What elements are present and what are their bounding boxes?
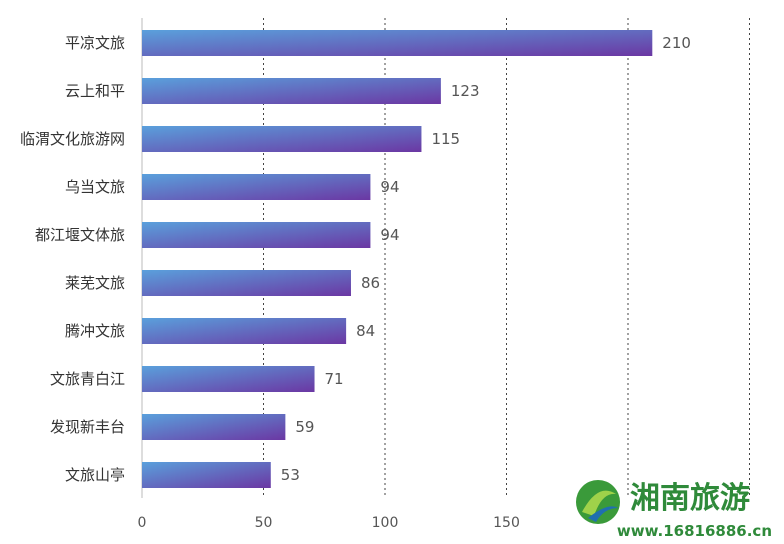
bar xyxy=(142,366,315,392)
category-label: 莱芜文旅 xyxy=(65,274,125,292)
value-label: 210 xyxy=(662,34,691,52)
bar xyxy=(142,78,441,104)
category-label: 云上和平 xyxy=(65,82,125,100)
value-label: 84 xyxy=(356,322,375,340)
category-label: 平凉文旅 xyxy=(65,34,125,52)
bar xyxy=(142,222,371,248)
svg-text:湘南旅游: 湘南旅游 xyxy=(630,481,750,516)
bar xyxy=(142,270,351,296)
value-label: 53 xyxy=(281,466,300,484)
category-labels: 平凉文旅云上和平临渭文化旅游网乌当文旅都江堰文体旅莱芜文旅腾冲文旅文旅青白江发现… xyxy=(20,34,125,484)
bar xyxy=(142,318,347,344)
category-label: 文旅山亭 xyxy=(65,466,125,484)
bar xyxy=(142,126,422,152)
x-tick-labels: 0 50 100 150 xyxy=(138,515,520,531)
x-tick-label: 100 xyxy=(372,515,399,531)
value-label: 71 xyxy=(325,370,344,388)
value-labels: 210 123 115 94 94 86 84 71 59 53 xyxy=(281,34,691,484)
value-label: 59 xyxy=(295,418,314,436)
bar xyxy=(142,30,653,56)
value-label: 94 xyxy=(380,178,399,196)
category-label: 腾冲文旅 xyxy=(65,322,125,340)
category-label: 临渭文化旅游网 xyxy=(20,130,125,148)
bar xyxy=(142,414,286,440)
category-label: 都江堰文体旅 xyxy=(35,226,125,244)
bar xyxy=(142,174,371,200)
x-tick-label: 150 xyxy=(493,515,520,531)
category-label: 发现新丰台 xyxy=(50,418,125,436)
category-label: 文旅青白江 xyxy=(50,370,125,388)
x-tick-label: 50 xyxy=(255,515,273,531)
bars xyxy=(142,30,653,488)
category-label: 乌当文旅 xyxy=(65,178,125,196)
value-label: 94 xyxy=(380,226,399,244)
bar xyxy=(142,462,271,488)
watermark-logo: 湘南旅游 xyxy=(576,480,750,524)
value-label: 86 xyxy=(361,274,380,292)
value-label: 115 xyxy=(431,130,460,148)
watermark-url: www.16816886.cn xyxy=(616,522,772,540)
x-tick-label: 0 xyxy=(138,515,147,531)
value-label: 123 xyxy=(451,82,480,100)
